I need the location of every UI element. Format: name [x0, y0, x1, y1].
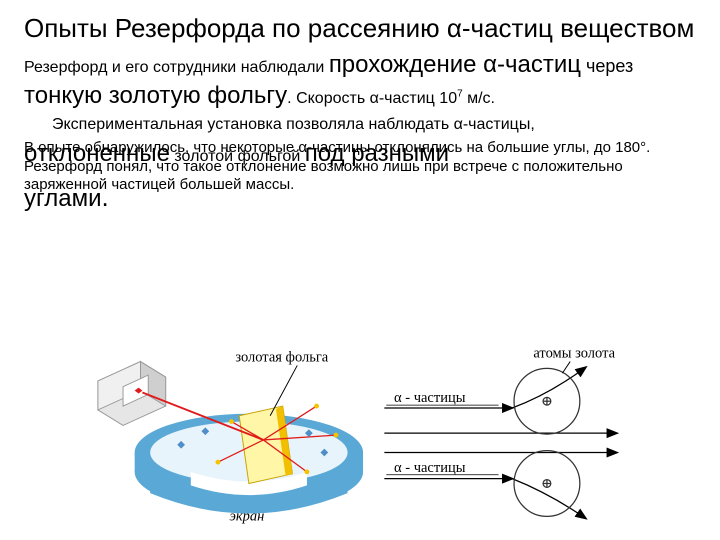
label-foil: золотая фольга	[235, 350, 328, 366]
rutherford-diagram: золотая фольга экран α - частицы α - час…	[85, 348, 645, 528]
p1-text-f: м/с.	[463, 90, 495, 107]
p1-text-d: тонкую золотую фольгу	[24, 82, 287, 109]
p1-text-b: прохождение α-частиц	[329, 51, 581, 78]
foil-leader	[270, 365, 297, 415]
p1-text-c: через	[581, 56, 633, 76]
gold-atom-top	[514, 368, 580, 434]
label-screen: экран	[230, 508, 265, 524]
gold-foil	[239, 406, 292, 483]
alpha-source	[98, 362, 166, 426]
p1-text-a: Резерфорд и его сотрудники наблюдали	[24, 59, 329, 76]
page-title: Опыты Резерфорда по рассеянию α-частиц в…	[24, 12, 696, 45]
label-alpha-1: α - частицы	[394, 390, 466, 406]
label-atoms: атомы золота	[533, 348, 615, 362]
p2-text-e: углами	[24, 185, 101, 212]
p1-text-e: . Скорость α-частиц 10	[287, 90, 457, 107]
p2-text-f: .	[101, 182, 108, 212]
paragraph-2a: Экспериментальная установка позволяла на…	[24, 115, 696, 136]
label-alpha-2: α - частицы	[394, 460, 466, 476]
paragraph-1: Резерфорд и его сотрудники наблюдали про…	[24, 49, 696, 111]
